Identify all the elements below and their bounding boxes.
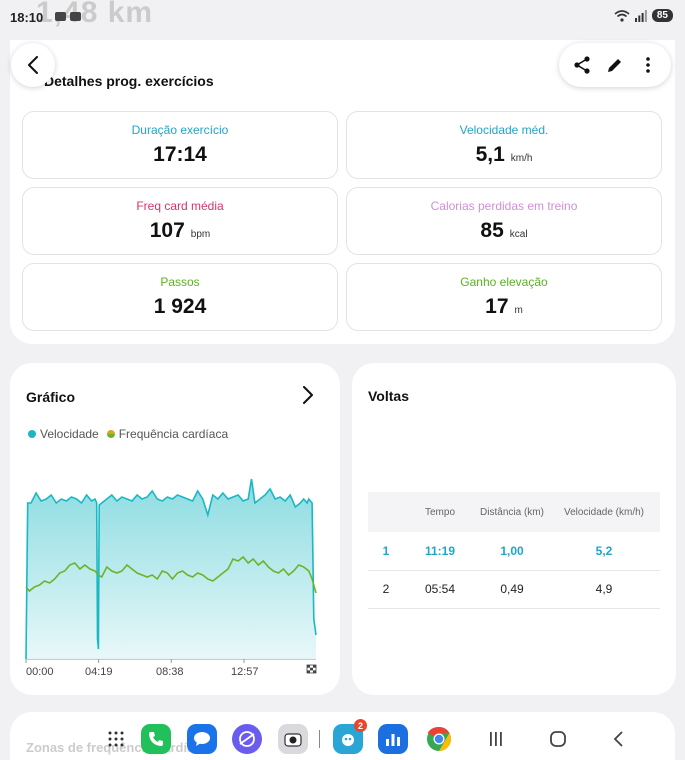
metric-label: Passos (160, 275, 200, 289)
notification-badge: 2 (354, 719, 367, 732)
header-actions (559, 43, 671, 87)
metric-calories: Calorias perdidas em treino 85 kcal (346, 187, 662, 255)
game-app[interactable]: 2 (333, 719, 367, 754)
metric-elevation-gain: Ganho elevação 17 m (346, 263, 662, 331)
taskbar: 2 (0, 716, 685, 760)
x-tick-label: 04:19 (85, 666, 113, 678)
legend-label: Frequência cardíaca (118, 427, 229, 441)
lap-speed: 4,9 (548, 570, 660, 609)
lap-time: 05:54 (404, 570, 476, 609)
column-header (368, 492, 404, 532)
internet-app[interactable] (232, 724, 262, 754)
apps-grid-button[interactable] (101, 724, 131, 754)
phone-app[interactable] (141, 724, 171, 754)
column-header: Velocidade (km/h) (548, 492, 660, 532)
metric-unit: bpm (190, 229, 211, 240)
x-tick-label: 08:38 (156, 666, 184, 678)
finish-flag-icon (306, 664, 317, 674)
notification-icon (70, 12, 81, 21)
camera-icon (284, 733, 302, 747)
recent-apps-icon[interactable] (488, 731, 504, 747)
graph-card[interactable]: Gráfico Velocidade Frequência cardíaca 0… (10, 363, 340, 695)
lap-speed: 5,2 (548, 532, 660, 571)
legend-label: Velocidade (40, 427, 99, 441)
table-row: 1 11:19 1,00 5,2 (368, 532, 660, 571)
metric-value: 17 (485, 295, 509, 318)
legend-speed: Velocidade (28, 427, 99, 441)
lap-distance: 0,49 (476, 570, 548, 609)
metric-steps: Passos 1 924 (22, 263, 338, 331)
battery-badge: 85 (651, 9, 673, 22)
metric-value: 5,1 (475, 143, 505, 166)
more-options-icon[interactable] (638, 55, 658, 75)
status-time: 18:10 (10, 10, 44, 25)
messages-app[interactable] (187, 724, 217, 754)
column-header: Tempo (404, 492, 476, 532)
share-icon[interactable] (572, 55, 592, 75)
metric-unit: kcal (509, 229, 528, 240)
phone-icon (149, 732, 163, 746)
metric-value: 85 (480, 219, 504, 242)
laps-table: Tempo Distância (km) Velocidade (km/h) 1… (368, 492, 660, 609)
heart-rate-series-line (25, 555, 317, 594)
stats-app[interactable] (378, 724, 408, 754)
metric-label: Ganho elevação (460, 275, 548, 289)
metric-label: Duração exercício (131, 123, 229, 137)
messages-icon (194, 732, 210, 746)
metric-unit: km/h (510, 153, 533, 164)
metric-avg-speed: Velocidade méd. 5,1 km/h (346, 111, 662, 179)
lap-distance: 1,00 (476, 532, 548, 571)
status-icons: 85 (614, 9, 673, 22)
scrolled-distance-ghost: 1,48 km (36, 0, 154, 29)
metric-label: Freq card média (136, 199, 224, 213)
laps-header-row: Tempo Distância (km) Velocidade (km/h) (368, 492, 660, 532)
wifi-icon (614, 9, 630, 22)
chart-legend: Velocidade Frequência cardíaca (28, 427, 228, 441)
metric-value: 107 (149, 219, 185, 242)
speed-area (26, 479, 316, 659)
chrome-app[interactable] (424, 724, 454, 754)
legend-heart-rate: Frequência cardíaca (106, 427, 229, 441)
taskbar-divider (319, 730, 320, 748)
grid-icon (108, 731, 124, 747)
game-icon (342, 734, 354, 746)
metric-avg-heart-rate: Freq card média 107 bpm (22, 187, 338, 255)
lap-number: 2 (368, 570, 404, 609)
graph-title: Gráfico (26, 389, 76, 405)
x-tick-label: 00:00 (26, 666, 54, 678)
metric-unit: m (514, 305, 523, 316)
column-header: Distância (km) (476, 492, 548, 532)
signal-icon (634, 9, 647, 22)
notification-icon (55, 12, 66, 21)
internet-icon (239, 731, 255, 747)
lap-time: 11:19 (404, 532, 476, 571)
metric-value: 17:14 (153, 143, 207, 166)
chrome-icon (427, 726, 452, 751)
laps-title: Voltas (368, 388, 409, 404)
back-nav-icon[interactable] (612, 730, 624, 748)
chevron-left-icon (28, 56, 38, 74)
exercise-details-title: Detalhes prog. exercícios (44, 73, 214, 89)
table-row: 2 05:54 0,49 4,9 (368, 570, 660, 609)
metric-label: Velocidade méd. (459, 123, 549, 137)
home-icon[interactable] (549, 730, 567, 748)
lap-number: 1 (368, 532, 404, 571)
speed-series-line (25, 478, 317, 660)
speed-heart-rate-chart (25, 478, 317, 674)
metric-duration: Duração exercício 17:14 (22, 111, 338, 179)
status-bar: 1,48 km 18:10 85 (0, 0, 685, 34)
chevron-right-icon[interactable] (300, 386, 316, 404)
edit-icon[interactable] (605, 55, 625, 75)
metric-label: Calorias perdidas em treino (430, 199, 578, 213)
x-tick-label: 12:57 (231, 666, 259, 678)
back-button[interactable] (11, 43, 55, 87)
stats-icon (386, 734, 400, 746)
camera-app[interactable] (278, 724, 308, 754)
laps-card: Voltas Tempo Distância (km) Velocidade (… (352, 363, 676, 695)
metric-value: 1 924 (153, 295, 207, 318)
